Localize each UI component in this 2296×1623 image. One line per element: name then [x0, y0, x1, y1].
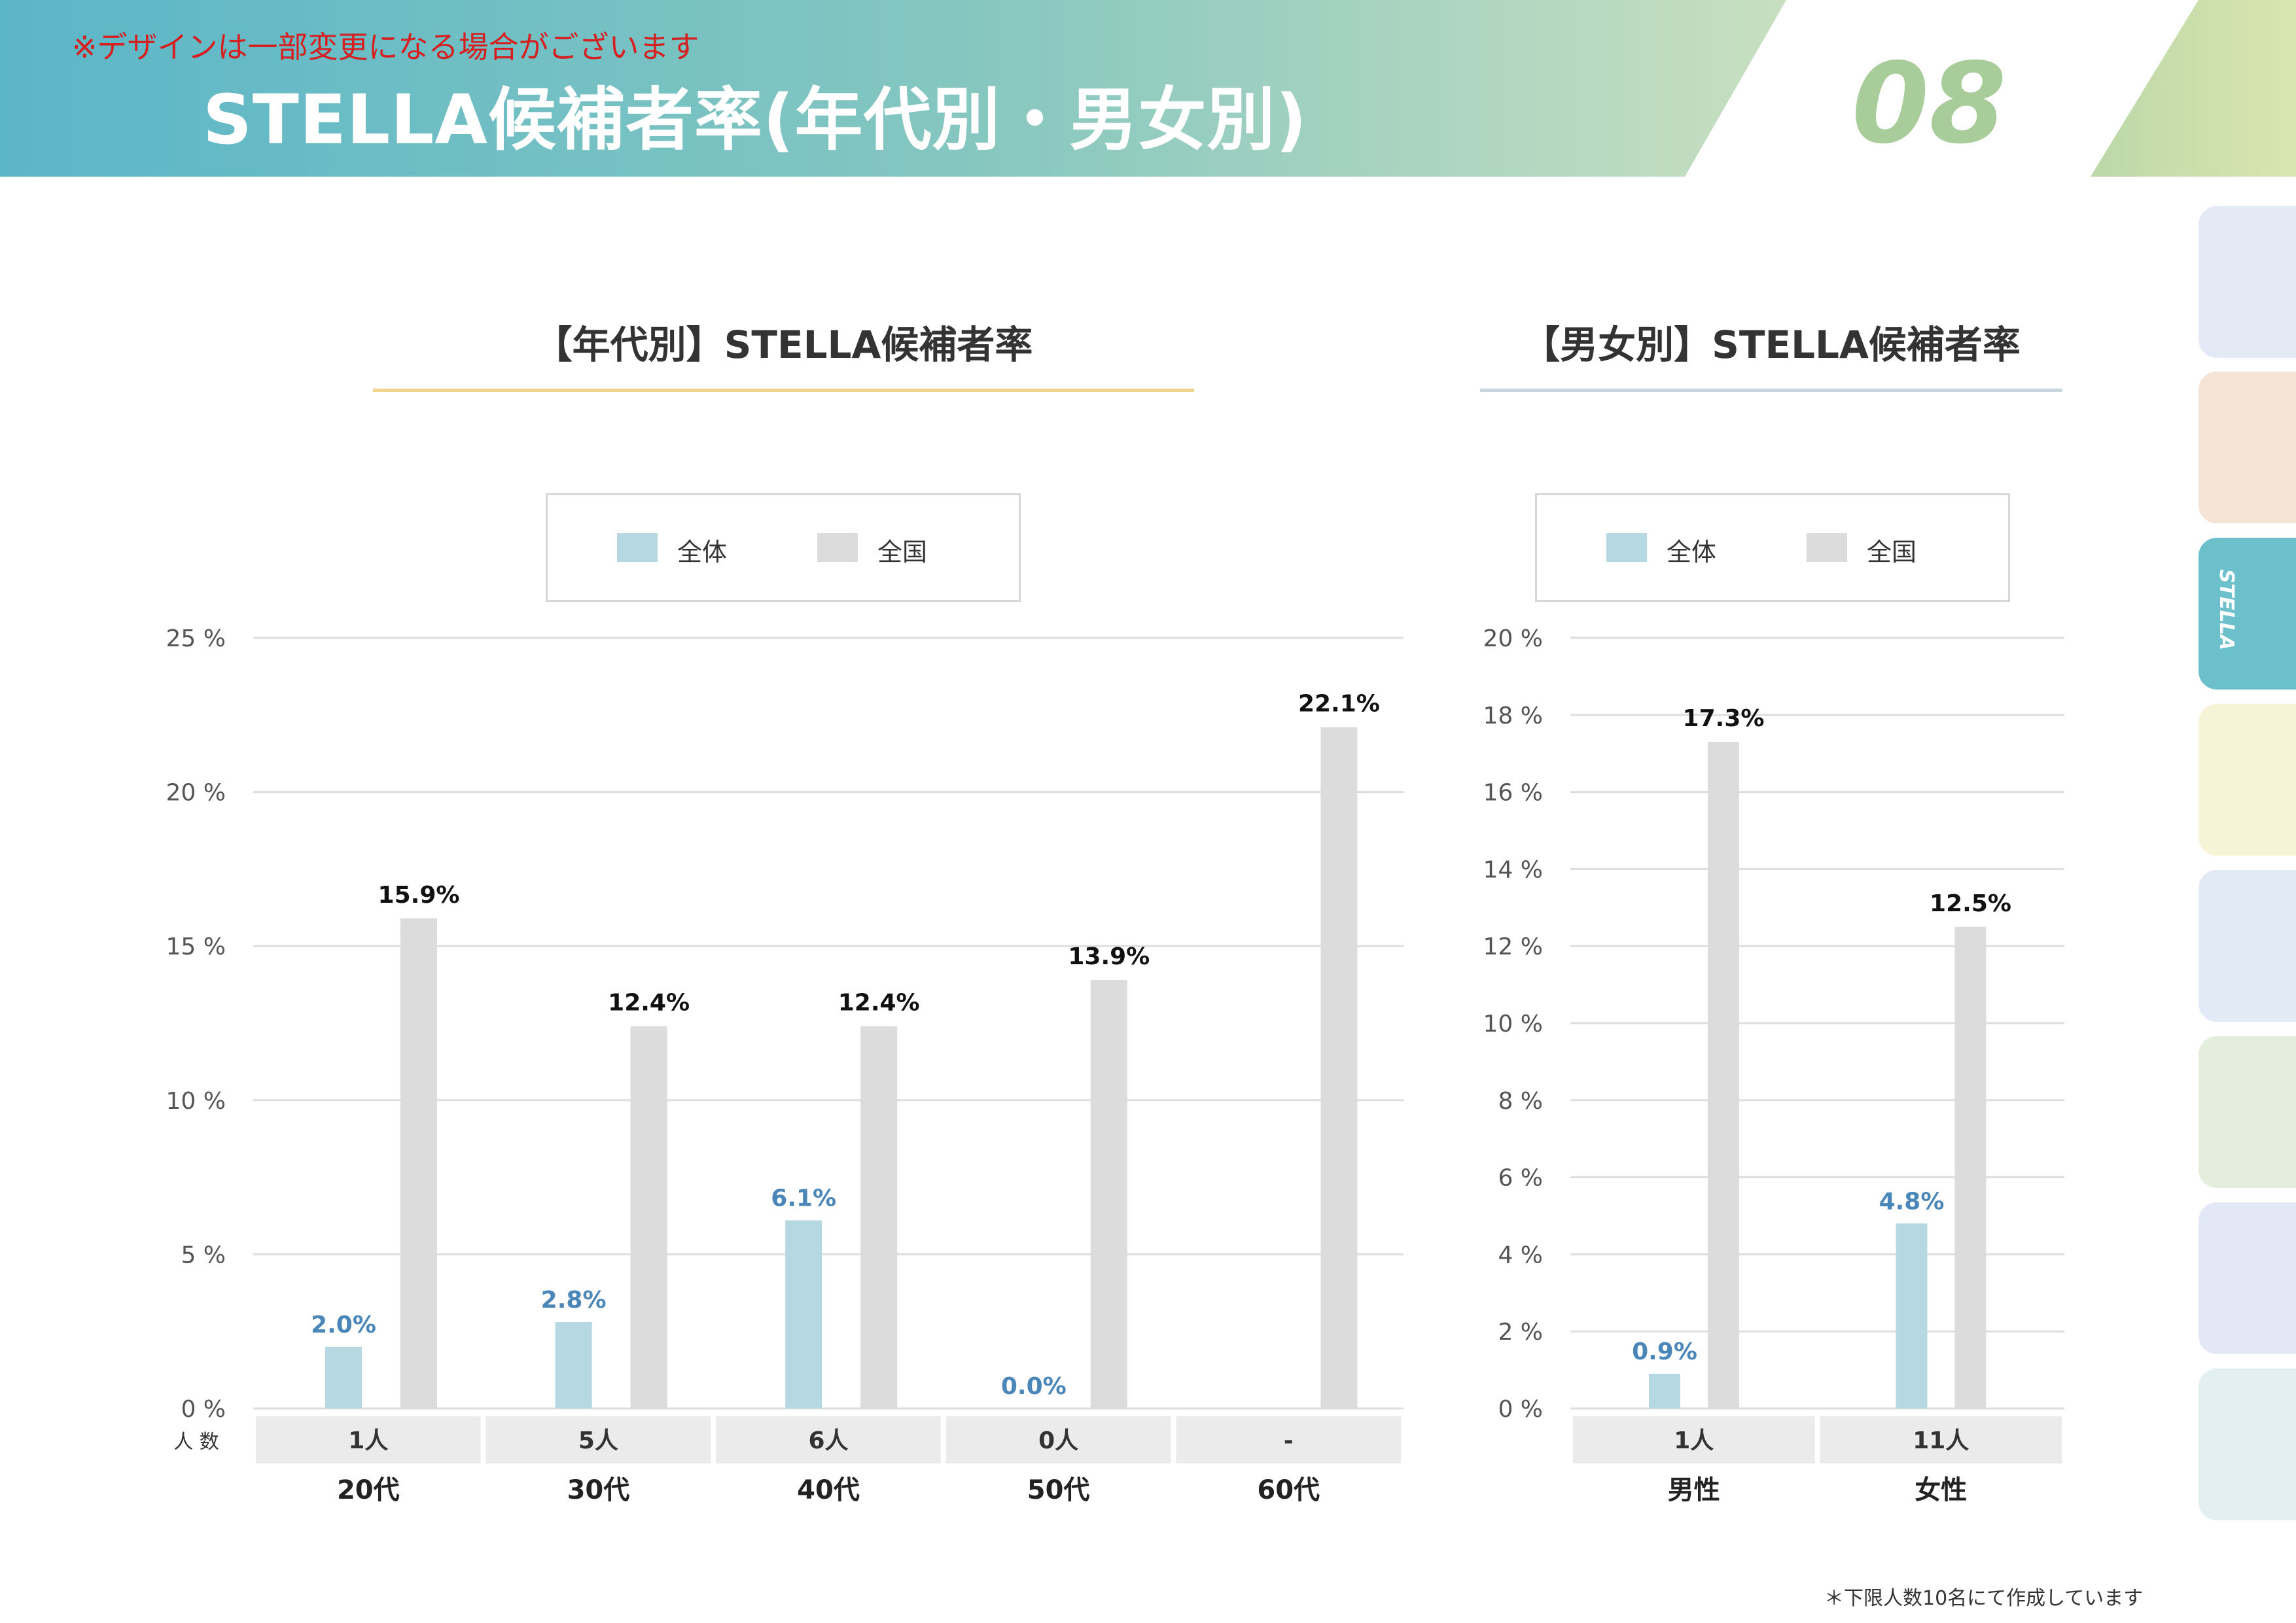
y-tick-label: 14 %: [1483, 856, 1543, 883]
gender-chart-legend: 全体 全国: [1535, 493, 2010, 602]
y-tick-label: 2 %: [1498, 1319, 1543, 1346]
design-change-notice: ※デザインは一部変更になる場合がございます: [72, 29, 699, 65]
y-tick-label: 0 %: [181, 1396, 226, 1423]
legend-label-national: 全国: [877, 538, 928, 567]
count-cell: [1820, 1416, 2062, 1463]
y-tick-label: 0 %: [1498, 1396, 1543, 1423]
y-tick-label: 15 %: [166, 934, 226, 960]
y-tick-label: 20 %: [166, 780, 226, 807]
side-tab[interactable]: [2199, 1369, 2296, 1520]
side-tab[interactable]: [2199, 1036, 2296, 1188]
y-tick-label: 20 %: [1483, 625, 1543, 652]
y-tick-label: 12 %: [1483, 934, 1543, 960]
data-label-national: 13.9%: [1068, 943, 1150, 970]
data-label-all: 4.8%: [1879, 1188, 1945, 1215]
y-tick-label: 5 %: [181, 1242, 226, 1268]
y-tick-label: 18 %: [1483, 703, 1543, 729]
data-label-national: 17.3%: [1683, 705, 1765, 732]
bar-all: [1649, 1373, 1680, 1408]
data-label-all: 6.1%: [771, 1185, 836, 1212]
x-tick-label: 50代: [1027, 1475, 1090, 1505]
bar-national: [1708, 742, 1739, 1408]
x-tick-label: 男性: [1668, 1475, 1720, 1505]
age-chart-title: 【年代別】STELLA候補者率: [534, 323, 1033, 367]
y-tick-label: 4 %: [1498, 1242, 1543, 1268]
bar-national: [400, 918, 437, 1408]
page-title: STELLA候補者率(年代別・男女別): [203, 80, 1307, 160]
bar-national: [630, 1026, 667, 1408]
bar-all: [1896, 1223, 1928, 1408]
count-label: 5人: [578, 1427, 618, 1454]
data-label-national: 12.4%: [608, 990, 690, 1017]
data-label-national: 12.5%: [1930, 890, 2011, 917]
bar-all: [785, 1220, 822, 1408]
side-tab[interactable]: [2199, 870, 2296, 1022]
y-tick-label: 8 %: [1498, 1088, 1543, 1115]
count-axis-label: 人 数: [173, 1431, 219, 1454]
age-chart-legend: 全体 全国: [546, 493, 1021, 602]
data-label-national: 12.4%: [838, 990, 920, 1017]
count-cell: [256, 1416, 481, 1463]
gender-chart: 0 % 2 % 4 % 6 % 8 % 10 % 12 % 14 % 16 % 18 % 20 % 1…: [1483, 625, 2064, 1505]
side-tab[interactable]: [2199, 704, 2296, 856]
header-banner: [0, 0, 2296, 177]
page-number: 08: [1852, 39, 2007, 169]
data-label-national: 22.1%: [1298, 691, 1380, 718]
count-label: 11人: [1913, 1427, 1969, 1454]
x-tick-label: 女性: [1915, 1475, 1967, 1505]
count-cell: [1573, 1416, 1815, 1463]
legend-swatch-all: [1606, 533, 1647, 562]
data-label-all: 0.0%: [1001, 1373, 1067, 1400]
count-label: 1人: [348, 1427, 388, 1454]
side-tab[interactable]: [2199, 1202, 2296, 1354]
bar-all: [325, 1346, 362, 1408]
x-tick-label: 40代: [797, 1475, 860, 1505]
y-tick-label: 25 %: [166, 625, 226, 652]
count-label: -: [1284, 1427, 1294, 1454]
bar-national: [1090, 980, 1127, 1408]
legend-label-all: 全体: [1667, 538, 1717, 567]
y-tick-label: 6 %: [1498, 1165, 1543, 1192]
y-tick-label: 10 %: [1483, 1011, 1543, 1038]
y-tick-label: 16 %: [1483, 780, 1543, 807]
x-tick-label: 60代: [1257, 1475, 1320, 1505]
legend-label-all: 全体: [677, 538, 728, 567]
bar-all: [555, 1322, 592, 1408]
data-label-all: 2.0%: [311, 1312, 376, 1338]
age-chart: 0 % 5 % 10 % 15 % 20 % 25 % 1人 20代 2.0% 15.9% 5人 30…: [166, 625, 1404, 1505]
count-cell: [945, 1416, 1171, 1463]
legend-label-national: 全国: [1867, 538, 1917, 567]
age-title-underline: [373, 389, 1194, 392]
side-tab[interactable]: [2199, 206, 2296, 358]
count-label: 0人: [1038, 1427, 1078, 1454]
gender-chart-title: 【男女別】STELLA候補者率: [1522, 323, 2021, 367]
count-label: 1人: [1674, 1427, 1714, 1454]
data-label-all: 0.9%: [1632, 1338, 1697, 1365]
bar-national: [1954, 926, 1987, 1408]
gender-title-underline: [1480, 389, 2062, 392]
x-tick-label: 20代: [337, 1475, 400, 1505]
y-tick-label: 10 %: [166, 1088, 226, 1115]
data-label-all: 2.8%: [541, 1287, 607, 1314]
legend-swatch-all: [617, 533, 658, 562]
footnote: ＊下限人数10名にて作成しています: [1824, 1587, 2144, 1610]
count-cell: [1176, 1416, 1401, 1463]
count-cell: [486, 1416, 711, 1463]
x-tick-label: 30代: [567, 1475, 630, 1505]
bar-national: [1320, 727, 1358, 1408]
legend-swatch-national: [817, 533, 858, 562]
bar-national: [860, 1026, 898, 1408]
count-label: 6人: [808, 1427, 848, 1454]
data-label-national: 15.9%: [378, 882, 460, 909]
count-cell: [716, 1416, 941, 1463]
side-tab-label-stella: STELLA: [2215, 569, 2238, 651]
side-tab-stella[interactable]: [2199, 538, 2296, 689]
legend-swatch-national: [1807, 533, 1847, 562]
side-tab[interactable]: [2199, 372, 2296, 523]
